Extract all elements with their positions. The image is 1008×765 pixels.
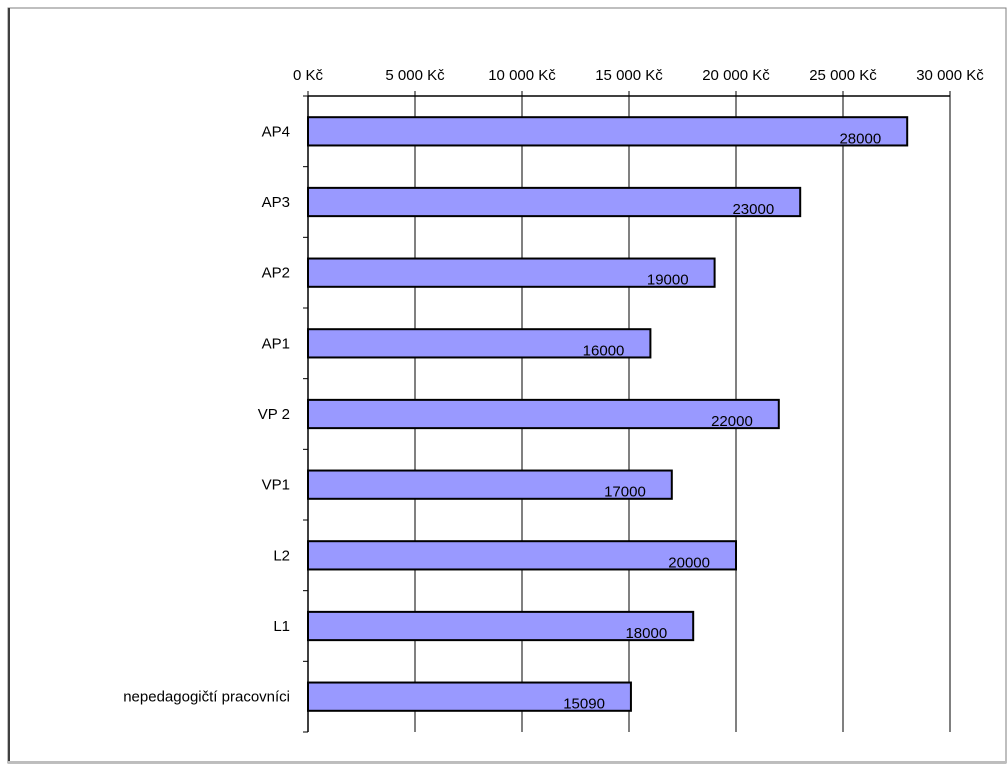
category-label: nepedagogičtí pracovníci <box>123 689 290 706</box>
data-label: 15090 <box>563 696 605 713</box>
x-tick-label: 25 000 Kč <box>809 67 877 84</box>
x-tick-label: 10 000 Kč <box>488 67 556 84</box>
category-label: VP1 <box>262 477 290 494</box>
x-tick-label: 30 000 Kč <box>916 67 984 84</box>
category-label: L1 <box>273 618 290 635</box>
x-tick-label: 20 000 Kč <box>702 67 770 84</box>
data-label: 19000 <box>647 272 689 289</box>
x-tick-label: 5 000 Kč <box>385 67 445 84</box>
category-label: AP4 <box>262 123 290 140</box>
data-label: 17000 <box>604 484 646 501</box>
bar <box>308 117 907 145</box>
data-label: 18000 <box>625 625 667 642</box>
data-label: 28000 <box>839 130 881 147</box>
category-label: VP 2 <box>258 406 290 423</box>
data-label: 22000 <box>711 413 753 430</box>
data-label: 16000 <box>583 342 625 359</box>
bar <box>308 188 800 216</box>
data-label: 23000 <box>732 201 774 218</box>
category-label: AP3 <box>262 194 290 211</box>
category-label: L2 <box>273 547 290 564</box>
data-label: 20000 <box>668 554 710 571</box>
x-tick-label: 0 Kč <box>293 67 324 84</box>
x-tick-label: 15 000 Kč <box>595 67 663 84</box>
category-label: AP1 <box>262 335 290 352</box>
category-label: AP2 <box>262 265 290 282</box>
bar <box>308 400 779 428</box>
